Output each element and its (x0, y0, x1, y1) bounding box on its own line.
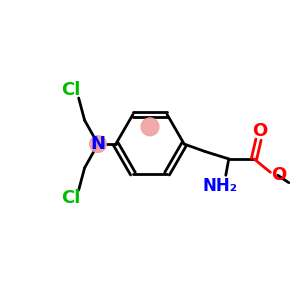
Circle shape (90, 136, 106, 152)
Text: N: N (91, 135, 106, 153)
Text: Cl: Cl (61, 81, 80, 99)
Text: O: O (252, 122, 268, 140)
Text: Cl: Cl (61, 189, 80, 207)
Text: O: O (271, 166, 286, 184)
Circle shape (141, 118, 159, 136)
Text: NH₂: NH₂ (202, 177, 237, 195)
